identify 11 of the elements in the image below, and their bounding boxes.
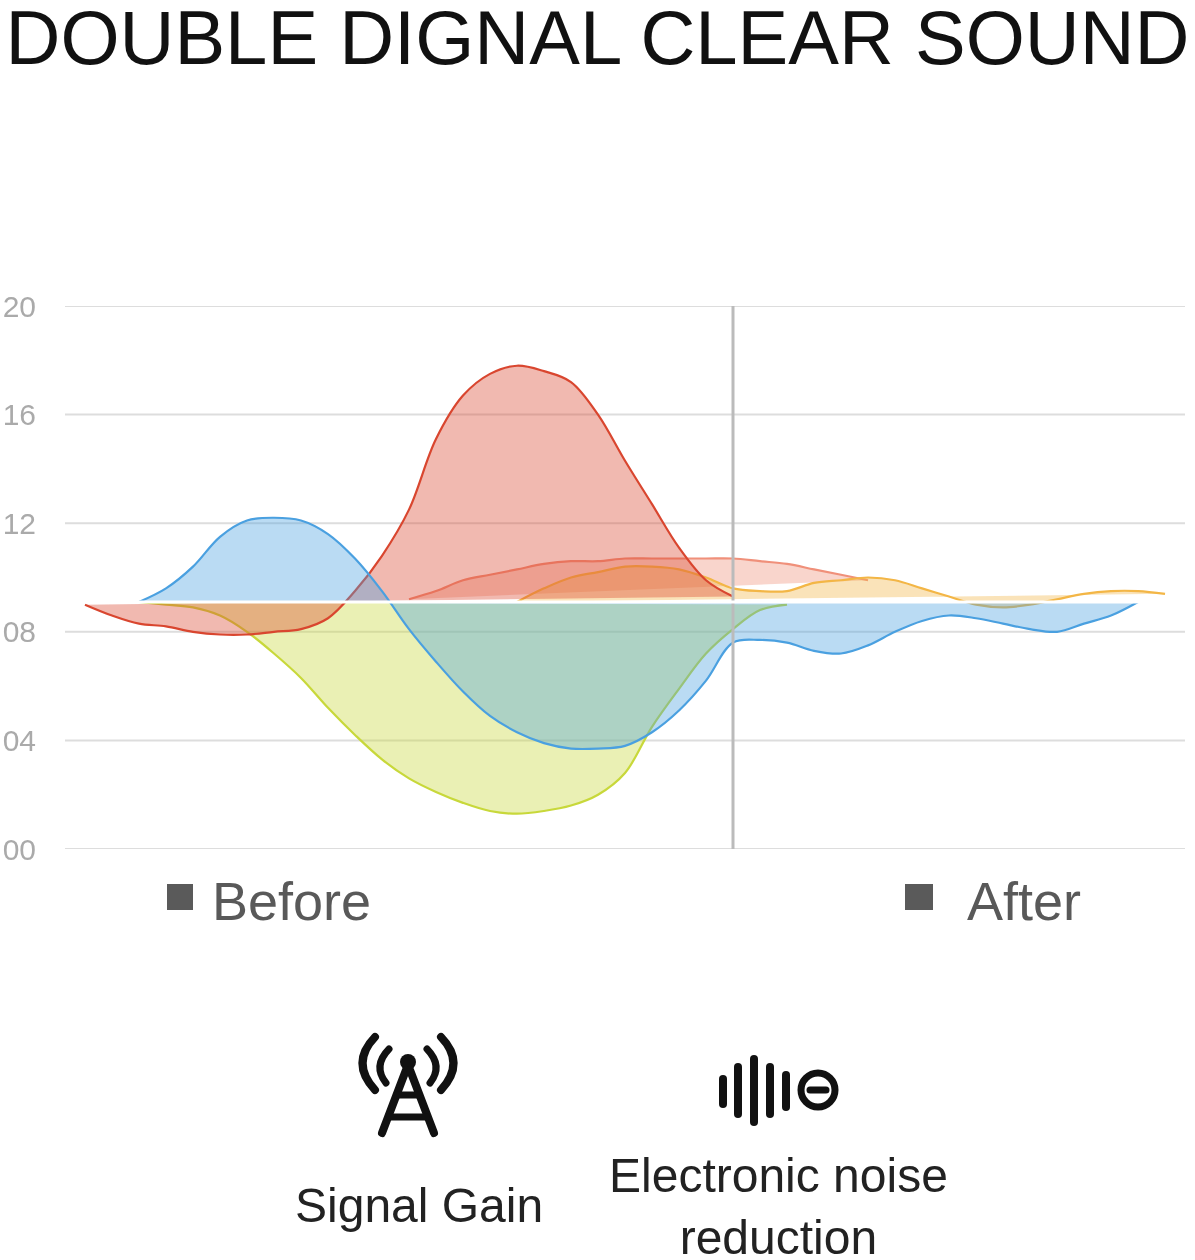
y-tick-label: 00 — [2, 832, 36, 866]
text: Signal Gain — [295, 1179, 544, 1232]
y-tick-label: 04 — [2, 723, 36, 757]
text: After — [967, 871, 1082, 931]
y-tick-label: 08 — [2, 615, 36, 649]
y-tick-label: 12 — [2, 506, 36, 540]
y-tick-label: 16 — [2, 398, 36, 432]
chart-title: DOUBLE DIGNAL CLEAR SOUND — [5, 0, 1190, 81]
text: Before — [212, 871, 372, 931]
text: Electronic noise reduction — [609, 1149, 948, 1260]
y-tick-label: 20 — [2, 289, 36, 323]
